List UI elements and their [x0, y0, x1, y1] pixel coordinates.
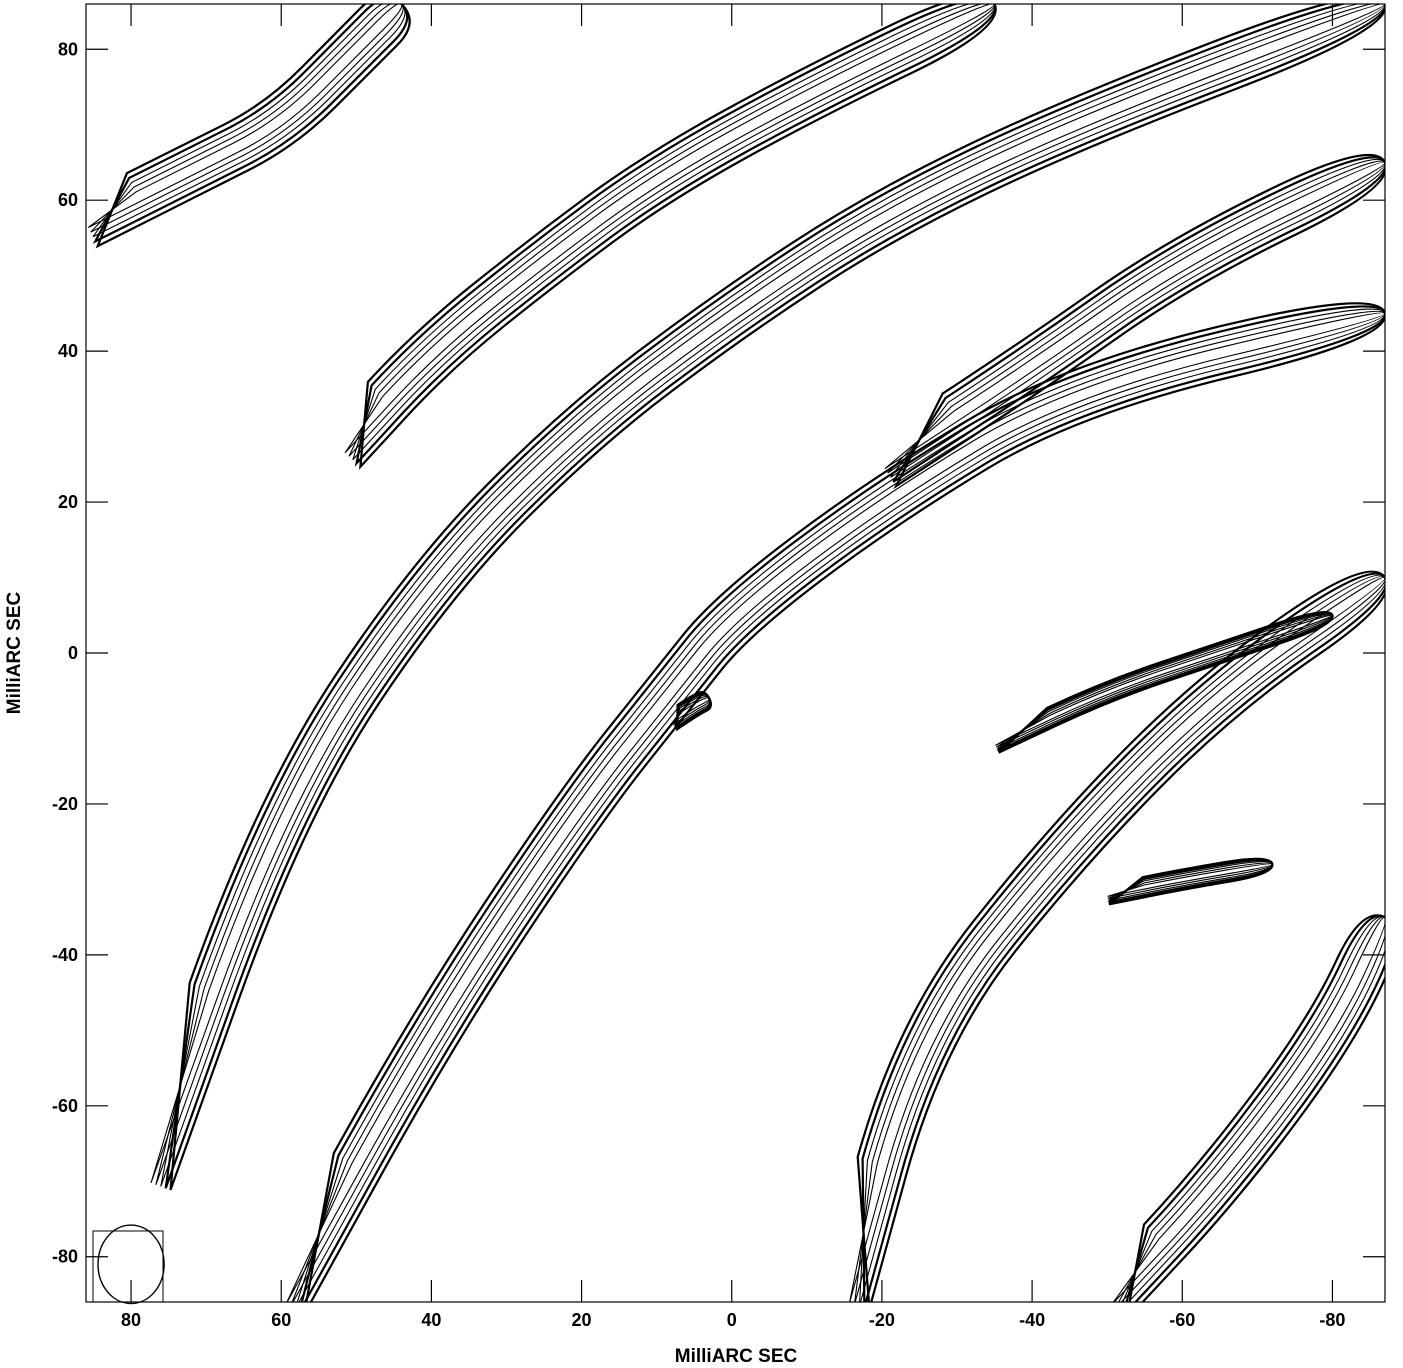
contour-right-band-level-5 — [884, 161, 1385, 470]
x-tick-label: 40 — [421, 1310, 441, 1330]
x-tick-label: -80 — [1319, 1310, 1345, 1330]
contour-core-knot-1-level-3 — [674, 694, 711, 728]
contour-far-lower-right-band-level-2 — [1125, 914, 1385, 1302]
contour-lower-right-band-level-1 — [856, 570, 1385, 1302]
contour-core-knot-1-level-2 — [674, 692, 712, 730]
y-tick-label: -80 — [52, 1247, 78, 1267]
contour-upper-band-level-1 — [359, 4, 997, 470]
contour-middle-band-level-2 — [164, 4, 1385, 1189]
y-tick-label: 80 — [58, 39, 78, 59]
contour-right-band-level-3 — [890, 158, 1385, 478]
beam-inset — [92, 1224, 165, 1305]
contour-inner-spur-2-level-3 — [1108, 861, 1273, 901]
contour-inner-spur-1-level-5 — [995, 614, 1333, 746]
x-tick-label: -60 — [1169, 1310, 1195, 1330]
y-tick-label: -20 — [52, 794, 78, 814]
y-axis-title: MilliARC SEC — [4, 591, 25, 714]
contour-core-band-level-3 — [296, 308, 1385, 1302]
contour-core-knot-1-level-5 — [672, 697, 710, 724]
contour-far-lower-right-band-level-1 — [1128, 914, 1385, 1302]
y-tick-label: 20 — [58, 492, 78, 512]
axis-ticks: 80 60 40 20 0 -20 -40 -60 -80 80 60 40 20 0 -20 -40 -60 -… — [52, 4, 1385, 1330]
contour-inner-spur-2-level-4 — [1107, 862, 1273, 899]
x-tick-label: 0 — [727, 1310, 737, 1330]
y-tick-label: 60 — [58, 190, 78, 210]
contour-core-band-level-4 — [291, 310, 1385, 1302]
y-tick-label: -60 — [52, 1096, 78, 1116]
x-tick-label: 20 — [572, 1310, 592, 1330]
contour-upper-band-level-3 — [352, 4, 996, 461]
contour-upper-left-ridge-level-2 — [92, 4, 409, 244]
contour-inner-spur-1-level-4 — [995, 614, 1333, 748]
contour-right-band-level-1 — [893, 153, 1385, 490]
contour-lower-right-band-level-2 — [861, 572, 1385, 1302]
y-tick-label: 0 — [68, 643, 78, 663]
contour-inner-spur-2-level-1 — [1108, 857, 1274, 906]
contour-middle-band-level-5 — [150, 4, 1385, 1184]
contour-upper-left-ridge-level-5 — [87, 4, 403, 228]
contour-right-band-level-4 — [887, 160, 1385, 474]
contour-lower-right-band-level-3 — [859, 574, 1385, 1302]
contour-upper-band-level-2 — [354, 4, 997, 467]
contour-upper-left-ridge-level-1 — [95, 4, 411, 249]
contour-core-knot-1-level-4 — [672, 696, 711, 726]
contour-inner-spur-1-level-3 — [996, 613, 1333, 750]
beam-box — [92, 1230, 164, 1303]
contour-inner-spur-2-level-2 — [1108, 859, 1274, 904]
contour-core-band-level-5 — [286, 312, 1385, 1302]
contour-far-lower-right-band-level-5 — [1112, 916, 1385, 1302]
contour-far-lower-right-band-level-4 — [1118, 916, 1385, 1302]
contour-upper-left-ridge-level-3 — [92, 4, 406, 238]
contour-middle-band-level-3 — [160, 4, 1385, 1187]
contour-lower-right-band-level-5 — [849, 576, 1385, 1302]
contour-core-band-level-1 — [305, 302, 1385, 1302]
beam-ellipse — [97, 1224, 165, 1305]
contour-middle-band-level-1 — [169, 4, 1385, 1191]
x-tick-label: -20 — [869, 1310, 895, 1330]
contour-lower-right-band-level-4 — [854, 575, 1385, 1302]
contour-inner-spur-2-level-5 — [1107, 863, 1273, 897]
contour-lines — [87, 4, 1385, 1302]
contour-far-lower-right-band-level-3 — [1122, 915, 1385, 1302]
contour-middle-band-level-4 — [155, 4, 1385, 1185]
contour-upper-band-level-5 — [344, 4, 996, 454]
x-tick-label: -40 — [1019, 1310, 1045, 1330]
contour-upper-band-level-4 — [348, 4, 996, 457]
contour-right-band-level-2 — [892, 156, 1385, 483]
contour-inner-spur-1-level-2 — [997, 612, 1334, 752]
contour-core-band-level-2 — [300, 305, 1385, 1302]
x-axis-title: MilliARC SEC — [675, 1346, 798, 1367]
y-tick-label: -40 — [52, 945, 78, 965]
contour-upper-left-ridge-level-4 — [90, 4, 404, 233]
x-tick-label: 60 — [271, 1310, 291, 1330]
y-tick-label: 40 — [58, 341, 78, 361]
x-tick-label: 80 — [121, 1310, 141, 1330]
